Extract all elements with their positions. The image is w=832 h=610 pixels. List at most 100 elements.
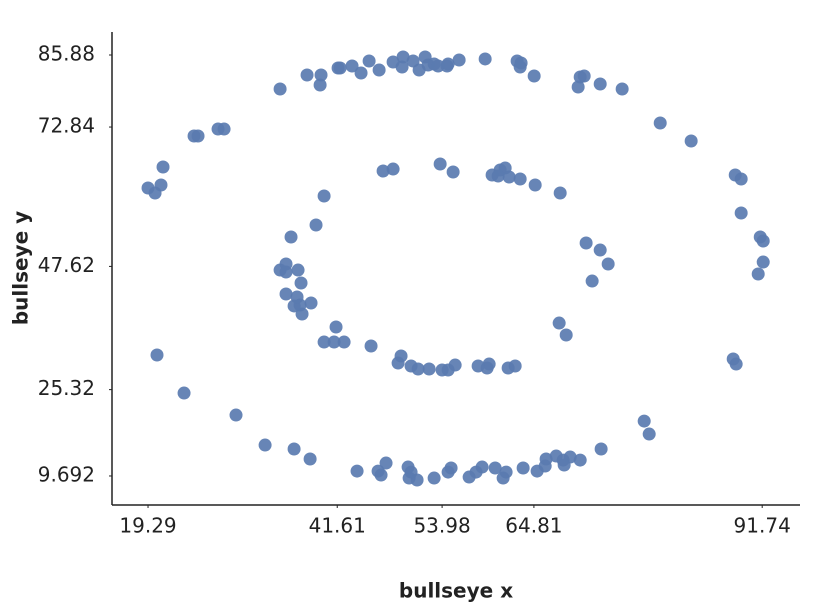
point bbox=[557, 458, 571, 472]
point bbox=[488, 461, 502, 475]
point bbox=[217, 122, 231, 136]
y-tick-label: 47.62 bbox=[38, 253, 95, 277]
point bbox=[354, 66, 368, 80]
point bbox=[756, 234, 770, 248]
point bbox=[571, 80, 585, 94]
point bbox=[573, 453, 587, 467]
x-tick-label: 41.61 bbox=[309, 514, 366, 538]
point bbox=[376, 164, 390, 178]
point bbox=[314, 68, 328, 82]
point bbox=[372, 63, 386, 77]
point bbox=[684, 134, 698, 148]
point bbox=[422, 362, 436, 376]
point bbox=[513, 172, 527, 186]
point bbox=[287, 442, 301, 456]
point bbox=[284, 230, 298, 244]
point bbox=[391, 356, 405, 370]
point bbox=[579, 236, 593, 250]
point bbox=[229, 408, 243, 422]
point bbox=[258, 438, 272, 452]
point bbox=[585, 274, 599, 288]
x-tick-label: 19.29 bbox=[119, 514, 176, 538]
point bbox=[154, 178, 168, 192]
point bbox=[491, 169, 505, 183]
point bbox=[593, 77, 607, 91]
point bbox=[379, 456, 393, 470]
point bbox=[441, 57, 455, 71]
y-axis-title: bullseye y bbox=[9, 211, 33, 325]
point bbox=[362, 54, 376, 68]
point bbox=[593, 243, 607, 257]
point bbox=[309, 218, 323, 232]
point bbox=[441, 465, 455, 479]
point bbox=[471, 359, 485, 373]
point bbox=[734, 206, 748, 220]
point bbox=[401, 460, 415, 474]
point bbox=[528, 178, 542, 192]
point bbox=[345, 59, 359, 73]
point bbox=[350, 464, 364, 478]
point bbox=[273, 82, 287, 96]
point bbox=[404, 359, 418, 373]
point bbox=[371, 464, 385, 478]
point bbox=[327, 335, 341, 349]
point bbox=[577, 69, 591, 83]
point bbox=[756, 255, 770, 269]
point bbox=[601, 257, 615, 271]
point bbox=[294, 276, 308, 290]
point bbox=[337, 335, 351, 349]
point bbox=[279, 265, 293, 279]
point bbox=[304, 296, 318, 310]
point bbox=[637, 414, 651, 428]
point bbox=[615, 82, 629, 96]
point bbox=[553, 186, 567, 200]
point bbox=[435, 363, 449, 377]
y-tick-label: 25.32 bbox=[38, 376, 95, 400]
point bbox=[527, 69, 541, 83]
point bbox=[729, 357, 743, 371]
x-tick-label: 64.81 bbox=[505, 514, 562, 538]
point bbox=[333, 61, 347, 75]
point bbox=[469, 465, 483, 479]
x-axis-title: bullseye x bbox=[399, 579, 513, 603]
point bbox=[150, 348, 164, 362]
point bbox=[501, 361, 515, 375]
point bbox=[446, 165, 460, 179]
point bbox=[177, 386, 191, 400]
point bbox=[433, 157, 447, 171]
point bbox=[317, 189, 331, 203]
y-tick-label: 85.88 bbox=[38, 41, 95, 65]
y-tick-label: 72.84 bbox=[38, 114, 95, 138]
point bbox=[290, 290, 304, 304]
point bbox=[300, 68, 314, 82]
point bbox=[313, 78, 327, 92]
x-tick-label: 53.98 bbox=[413, 514, 470, 538]
point bbox=[291, 263, 305, 277]
point bbox=[530, 464, 544, 478]
y-tick-label: 9.692 bbox=[38, 462, 95, 486]
point bbox=[552, 316, 566, 330]
point bbox=[734, 172, 748, 186]
point bbox=[279, 287, 293, 301]
point bbox=[513, 60, 527, 74]
point bbox=[516, 461, 530, 475]
point bbox=[395, 60, 409, 74]
point bbox=[549, 449, 563, 463]
point bbox=[478, 52, 492, 66]
point bbox=[427, 471, 441, 485]
point bbox=[303, 452, 317, 466]
point bbox=[751, 267, 765, 281]
point bbox=[559, 328, 573, 342]
point bbox=[431, 59, 445, 73]
point bbox=[317, 335, 331, 349]
point bbox=[386, 162, 400, 176]
point bbox=[502, 170, 516, 184]
point bbox=[452, 53, 466, 67]
point bbox=[396, 50, 410, 64]
x-tick-label: 91.74 bbox=[734, 514, 791, 538]
point bbox=[653, 116, 667, 130]
point bbox=[191, 129, 205, 143]
point bbox=[496, 471, 510, 485]
point bbox=[329, 320, 343, 334]
